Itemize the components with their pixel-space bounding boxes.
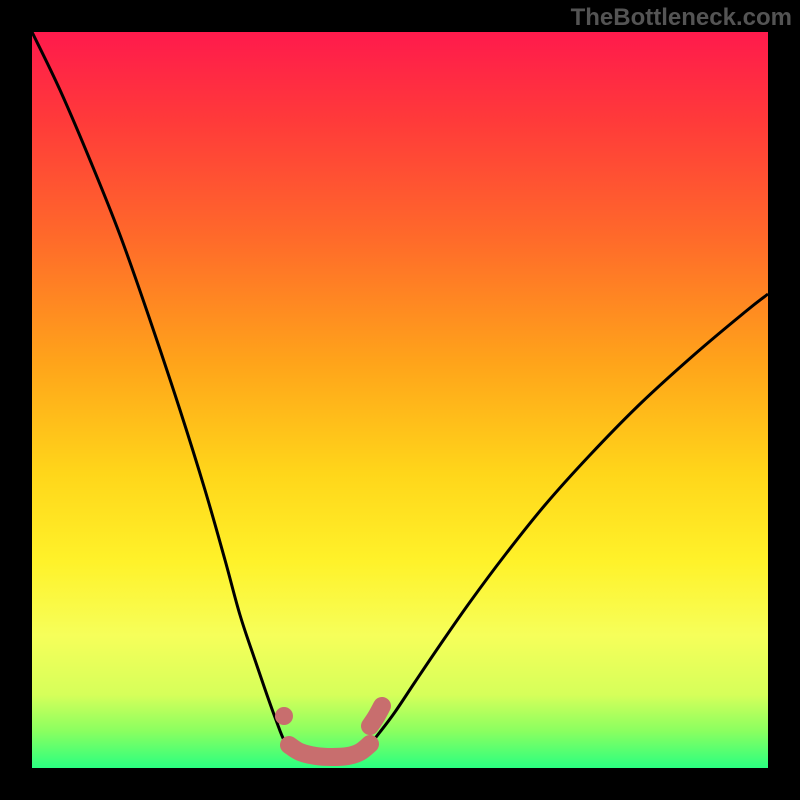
bottleneck-chart bbox=[0, 0, 800, 800]
plot-area bbox=[32, 32, 768, 768]
highlight-segment-1 bbox=[370, 706, 382, 726]
highlight-dot bbox=[275, 707, 293, 725]
watermark-label: TheBottleneck.com bbox=[571, 4, 792, 32]
